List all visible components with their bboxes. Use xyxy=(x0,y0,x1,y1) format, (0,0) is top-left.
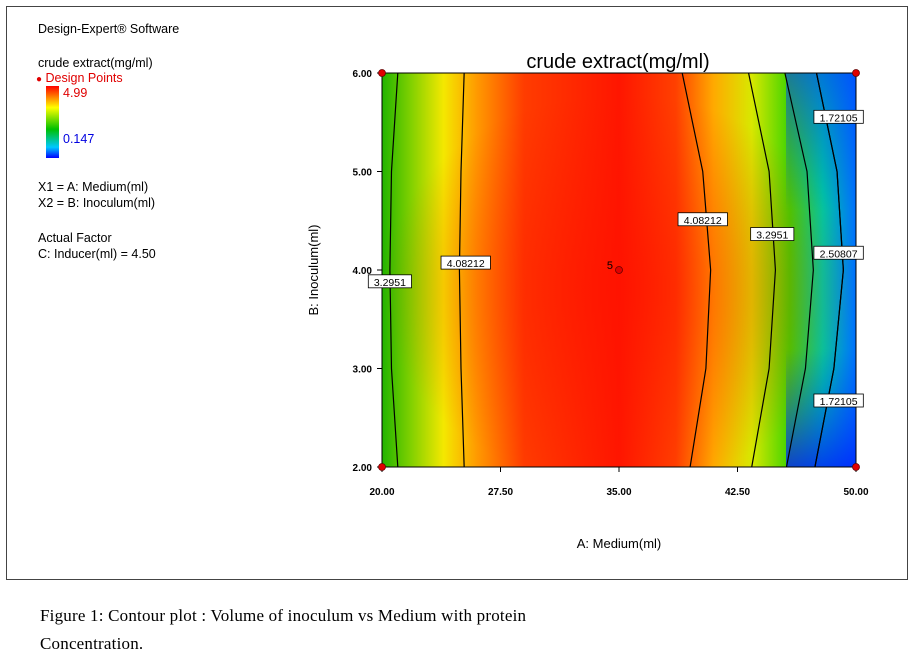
x-tick-label: 50.00 xyxy=(843,487,868,498)
scale-min-label: 0.147 xyxy=(63,132,95,146)
design-points-label: Design Points xyxy=(45,71,123,85)
y-tick-label: 6.00 xyxy=(353,69,373,80)
design-point xyxy=(852,69,860,77)
contour-line xyxy=(389,72,399,468)
color-scale-bar xyxy=(46,86,59,158)
x2-definition: X2 = B: Inoculum(ml) xyxy=(38,196,156,210)
y-tick-label: 5.00 xyxy=(353,168,373,179)
design-point xyxy=(852,463,860,471)
design-point xyxy=(378,463,386,471)
contour-line xyxy=(458,72,465,468)
y-tick-label: 2.00 xyxy=(353,463,373,474)
contour-label-box xyxy=(813,393,864,408)
y-axis-label: B: Inoculum(ml) xyxy=(306,224,321,315)
contour-line xyxy=(747,72,777,468)
contour-label: 4.08212 xyxy=(684,215,722,227)
contour-label: 3.2951 xyxy=(756,230,788,242)
x-tick-label: 35.00 xyxy=(606,487,631,498)
contour-label: 1.72105 xyxy=(820,112,858,124)
figure-frame xyxy=(6,6,908,580)
contour-label: 4.08212 xyxy=(447,258,485,270)
design-point-icon: ● xyxy=(36,74,43,85)
contour-label: 2.50807 xyxy=(820,248,858,260)
caption-line-1: Figure 1: Contour plot : Volume of inocu… xyxy=(40,606,527,625)
x1-definition: X1 = A: Medium(ml) xyxy=(38,180,149,194)
design-point xyxy=(615,266,623,274)
contour-label-box xyxy=(367,274,412,289)
y-tick-label: 4.00 xyxy=(353,266,373,277)
x-tick-label: 27.50 xyxy=(488,487,513,498)
y-tick-label: 3.00 xyxy=(353,365,373,376)
actual-factor-value: C: Inducer(ml) = 4.50 xyxy=(38,247,156,261)
contour-label-box xyxy=(677,212,728,227)
contour-label: 1.72105 xyxy=(820,396,858,408)
scale-max-label: 4.99 xyxy=(63,86,88,100)
x-tick-label: 42.50 xyxy=(725,487,750,498)
design-point-count: 5 xyxy=(607,260,613,272)
design-point xyxy=(378,69,386,77)
actual-factor-title: Actual Factor xyxy=(38,231,112,245)
chart-title: crude extract(mg/ml) xyxy=(526,51,709,73)
contour-label-box xyxy=(750,227,795,241)
contour-line xyxy=(784,72,814,468)
contour-label-box xyxy=(813,245,864,260)
contour-line xyxy=(681,72,712,468)
contour-plot: crude extract(mg/ml) 3.2951 4.08212 4.0821… xyxy=(306,51,869,551)
contour-label: 3.2951 xyxy=(374,277,406,289)
design-points-legend: ● Design Points xyxy=(36,71,123,85)
contour-label-box xyxy=(440,255,491,270)
response-label: crude extract(mg/ml) xyxy=(38,56,153,70)
caption-line-2: Concentration. xyxy=(40,634,144,653)
contour-label-box xyxy=(813,109,864,124)
software-label: Design-Expert® Software xyxy=(38,22,180,36)
plot-area: 3.2951 4.08212 4.08212 3.2951 2.50807 1.72105… xyxy=(353,69,869,498)
x-axis-label: A: Medium(ml) xyxy=(577,536,662,551)
x-tick-label: 20.00 xyxy=(369,487,394,498)
